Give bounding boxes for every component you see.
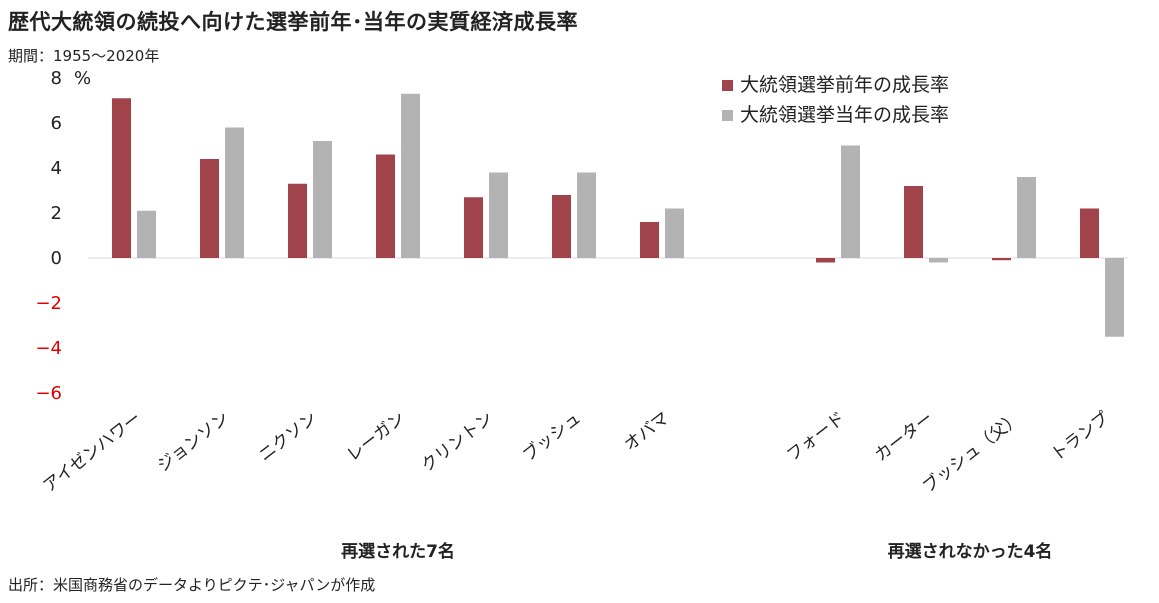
y-tick-label: 0 [51,248,62,269]
bar-election-year [1017,177,1036,258]
bar-election-year [929,258,948,263]
legend-label-prev-year: 大統領選挙前年の成長率 [740,74,949,96]
bar-election-year [137,210,156,258]
bar-prev-year [288,183,307,258]
chart-subtitle: 期間：1955～2020年 [8,47,160,65]
group-label: 再選されなかった4名 [888,541,1053,562]
category-label: ブッシュ [519,407,586,465]
bar-prev-year [816,258,835,263]
y-tick-label: 4 [51,158,62,179]
legend-swatch-prev-year [722,80,733,91]
category-label: クリントン [418,408,497,476]
y-tick-label: −2 [35,293,62,314]
category-label: オバマ [621,408,674,455]
group-labels: 再選された7名 再選されなかった4名 [341,541,1052,562]
category-label: カーター [871,408,937,466]
category-labels: アイゼンハワー ジョンソン ニクソン レーガン クリントン ブッシュ オバマ フォード カーター… [40,407,1113,497]
y-tick-label: 8 [51,68,62,89]
bar-election-year [401,93,420,258]
bar-prev-year [112,98,131,258]
y-tick-label: 2 [51,203,62,224]
bar-prev-year [552,195,571,258]
bar-election-year [841,145,860,258]
bar-election-year [665,208,684,258]
category-label: レーガン [343,408,409,466]
category-label: アイゼンハワー [40,408,145,497]
chart-title: 歴代大統領の続投へ向けた選挙前年･当年の実質経済成長率 [8,10,578,34]
bar-prev-year [376,154,395,258]
y-axis-unit: % [74,68,91,89]
y-tick-label: 6 [51,113,62,134]
bar-election-year [1105,258,1124,337]
category-label: ニクソン [255,408,321,466]
source-note: 出所：米国商務省のデータよりピクテ･ジャパンが作成 [8,576,376,594]
bar-election-year [225,127,244,258]
bar-prev-year [640,222,659,258]
bar-election-year [489,172,508,258]
y-axis: 8 6 4 2 0 −2 −4 −6% [35,68,91,404]
bar-election-year [313,141,332,258]
category-label: ジョンソン [154,408,233,476]
bar-prev-year [992,258,1011,261]
y-tick-label: −4 [35,338,62,359]
category-label: フォード [783,408,849,466]
bar-prev-year [464,197,483,258]
legend-swatch-election-year [722,110,733,121]
bar-prev-year [1080,208,1099,258]
legend-label-election-year: 大統領選挙当年の成長率 [740,104,949,126]
category-label: トランプ [1048,408,1114,465]
bar-prev-year [200,159,219,258]
bars [112,93,1124,337]
bar-prev-year [904,186,923,258]
group-label: 再選された7名 [341,541,455,562]
y-tick-label: −6 [35,383,62,404]
bar-election-year [577,172,596,258]
